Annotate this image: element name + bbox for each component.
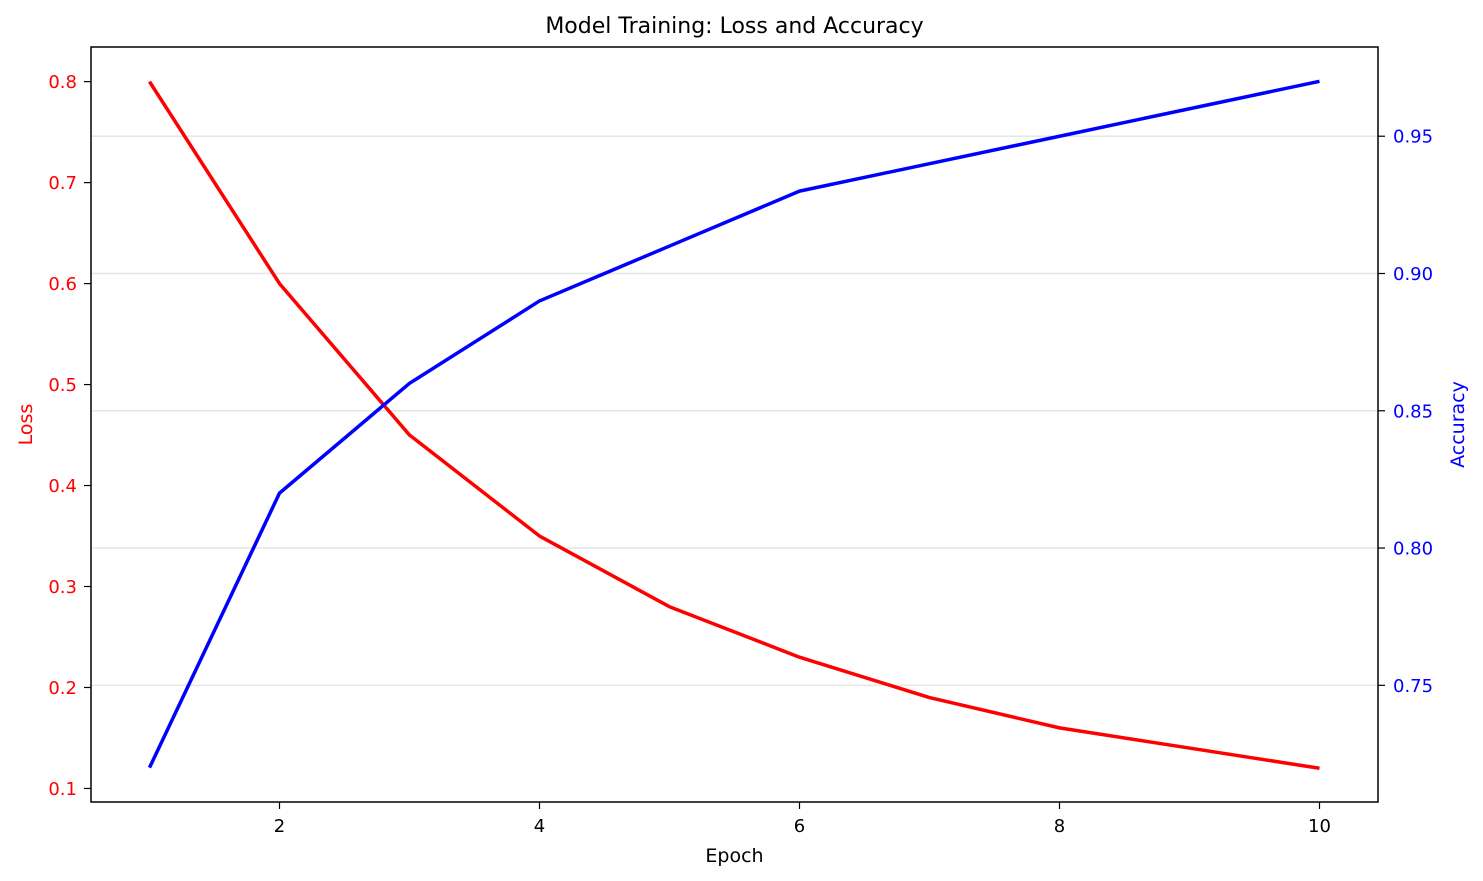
series-line-accuracy [147,79,1320,769]
y-left-tick-label-4: 0.5 [48,375,77,396]
y-right-tick-label-0: 0.75 [1393,676,1433,697]
series-line-loss [148,80,1320,770]
y-right-tick-label-1: 0.80 [1393,539,1433,560]
y-axis-right-label: Accuracy [1447,381,1469,468]
y-left-tick-label-1: 0.2 [48,678,77,699]
y-right-tick-label-4: 0.95 [1393,127,1433,148]
axes-layer: 2 4 6 8 10 0.1 0.2 0.3 0.4 0.5 0.6 0.7 0.8 0.75 0.80 0.… [48,72,1433,837]
y-left-tick-label-2: 0.3 [48,577,77,598]
series-layer [147,79,1320,770]
plot-frame [90,46,1379,803]
y-left-tick-label-7: 0.8 [48,72,77,93]
y-left-tick-label-6: 0.7 [48,173,77,194]
x-tick-label-10: 10 [1308,816,1331,837]
x-tick-label-8: 8 [1054,816,1065,837]
y-right-tick-label-2: 0.85 [1393,401,1433,422]
y-right-tick-label-3: 0.90 [1393,264,1433,285]
gridlines [91,135,1378,687]
y-axis-left-label: Loss [15,404,37,446]
x-tick-label-2: 2 [274,816,285,837]
chart-title: Model Training: Loss and Accuracy [545,14,923,39]
x-tick-label-4: 4 [534,816,545,837]
y-left-tick-label-3: 0.4 [48,476,77,497]
y-left-tick-label-0: 0.1 [48,779,77,800]
x-tick-label-6: 6 [794,816,805,837]
y-left-tick-label-5: 0.6 [48,274,77,295]
x-axis-label: Epoch [705,845,763,867]
